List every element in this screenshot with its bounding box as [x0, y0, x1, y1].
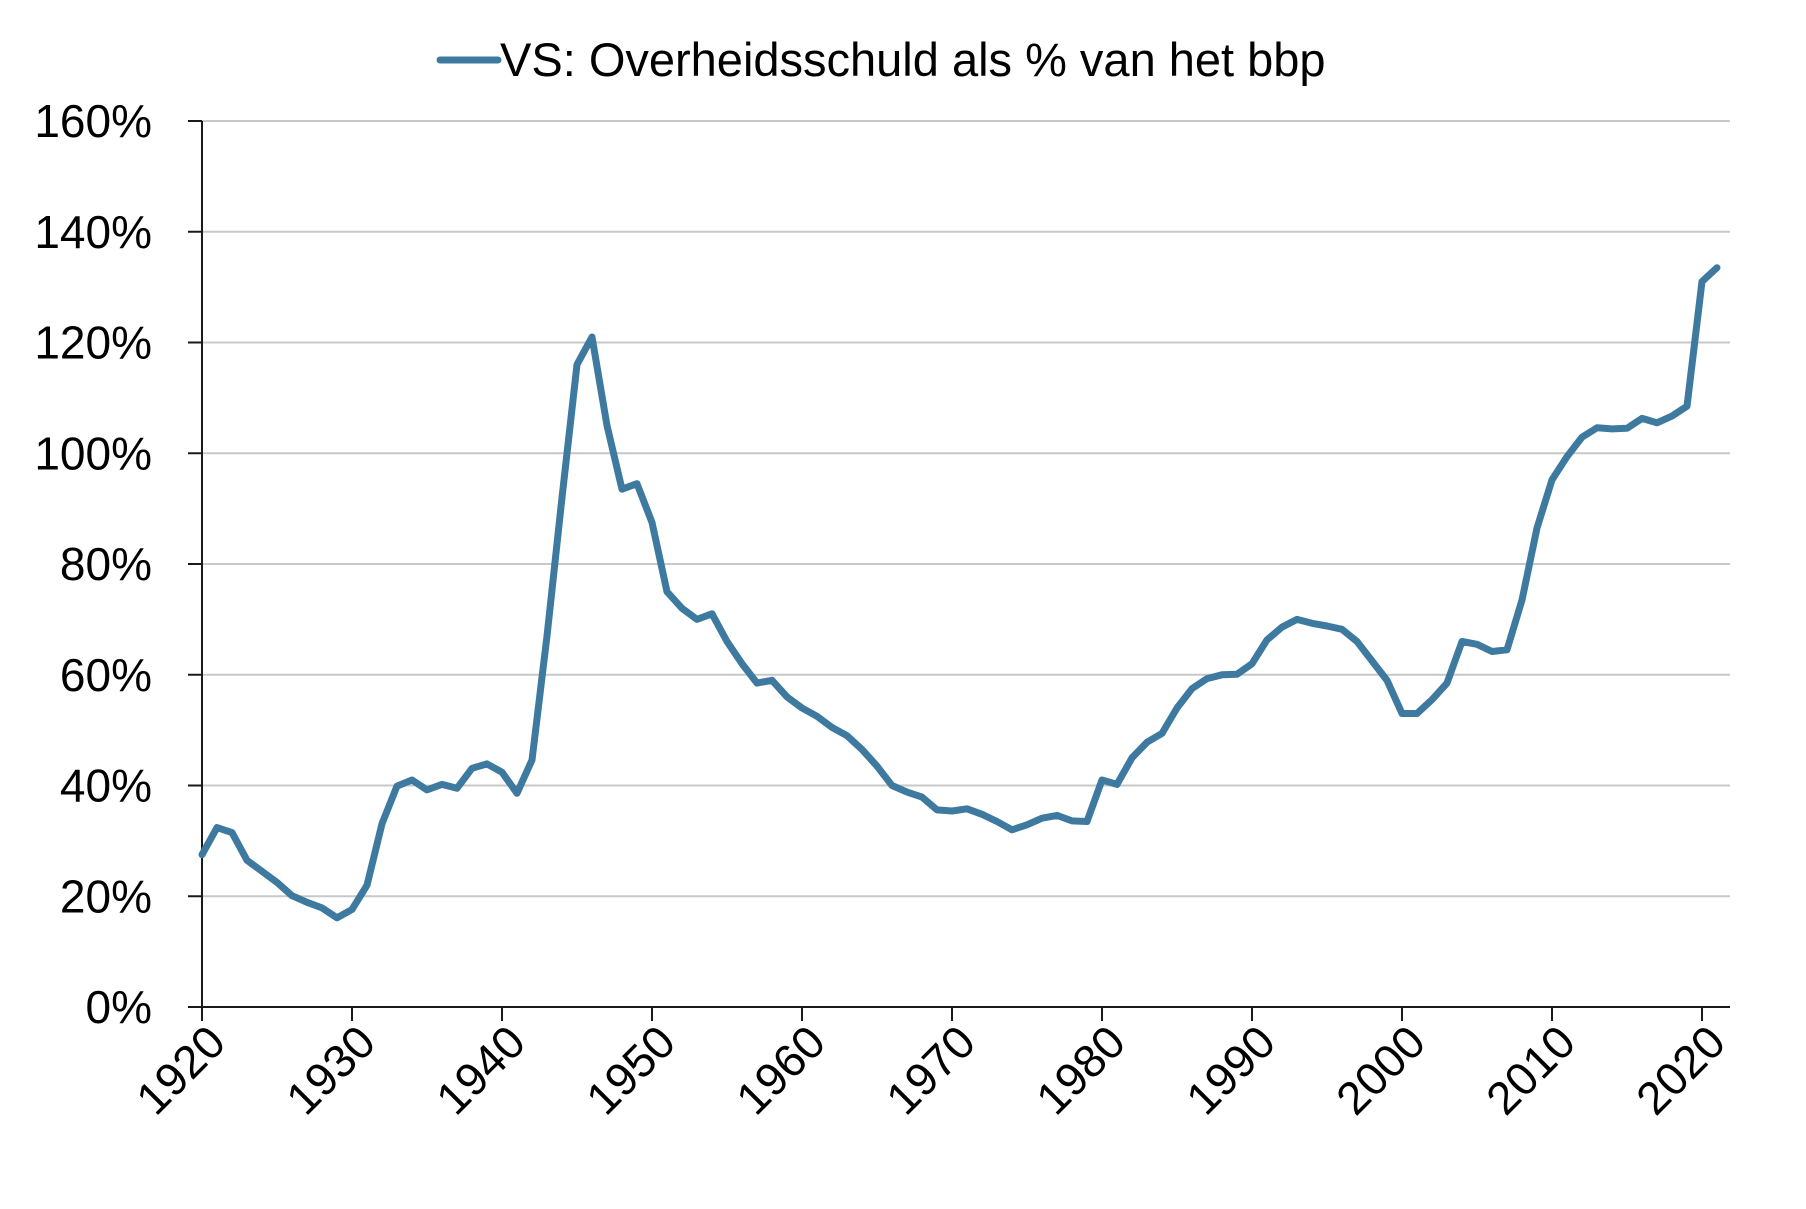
- y-tick-label: 40%: [60, 760, 152, 812]
- y-tick-label: 160%: [34, 95, 152, 147]
- x-tick-label: 1930: [276, 1015, 385, 1124]
- y-tick-label: 20%: [60, 870, 152, 922]
- x-tick-label: 2000: [1326, 1015, 1435, 1124]
- y-tick-label: 120%: [34, 317, 152, 369]
- y-tick-label: 60%: [60, 649, 152, 701]
- y-tick-label: 100%: [34, 427, 152, 479]
- legend-label: VS: Overheidsschuld als % van het bbp: [500, 33, 1326, 86]
- y-tick-label: 140%: [34, 206, 152, 258]
- x-tick-label: 1980: [1026, 1015, 1135, 1124]
- y-axis-labels: 0% 20% 40% 60% 80% 100% 120% 140% 160%: [34, 95, 152, 1033]
- axes: [188, 120, 1730, 1021]
- y-tick-label: 80%: [60, 538, 152, 590]
- x-tick-label: 2020: [1626, 1015, 1735, 1124]
- x-tick-label: 1990: [1176, 1015, 1285, 1124]
- x-tick-label: 1950: [576, 1015, 685, 1124]
- gridlines: [202, 120, 1730, 898]
- x-tick-label: 2010: [1476, 1015, 1585, 1124]
- legend: VS: Overheidsschuld als % van het bbp: [436, 33, 1326, 86]
- x-tick-label: 1940: [426, 1015, 535, 1124]
- x-axis-labels: 1920 1930 1940 1950 1960 1970 1980 1990 2000 2010…: [126, 1015, 1735, 1124]
- series-line-debt-gdp: [198, 264, 1721, 922]
- x-tick-label: 1970: [876, 1015, 985, 1124]
- series-group: [198, 264, 1721, 922]
- y-tick-label: 0%: [86, 981, 152, 1033]
- x-tick-label: 1960: [726, 1015, 835, 1124]
